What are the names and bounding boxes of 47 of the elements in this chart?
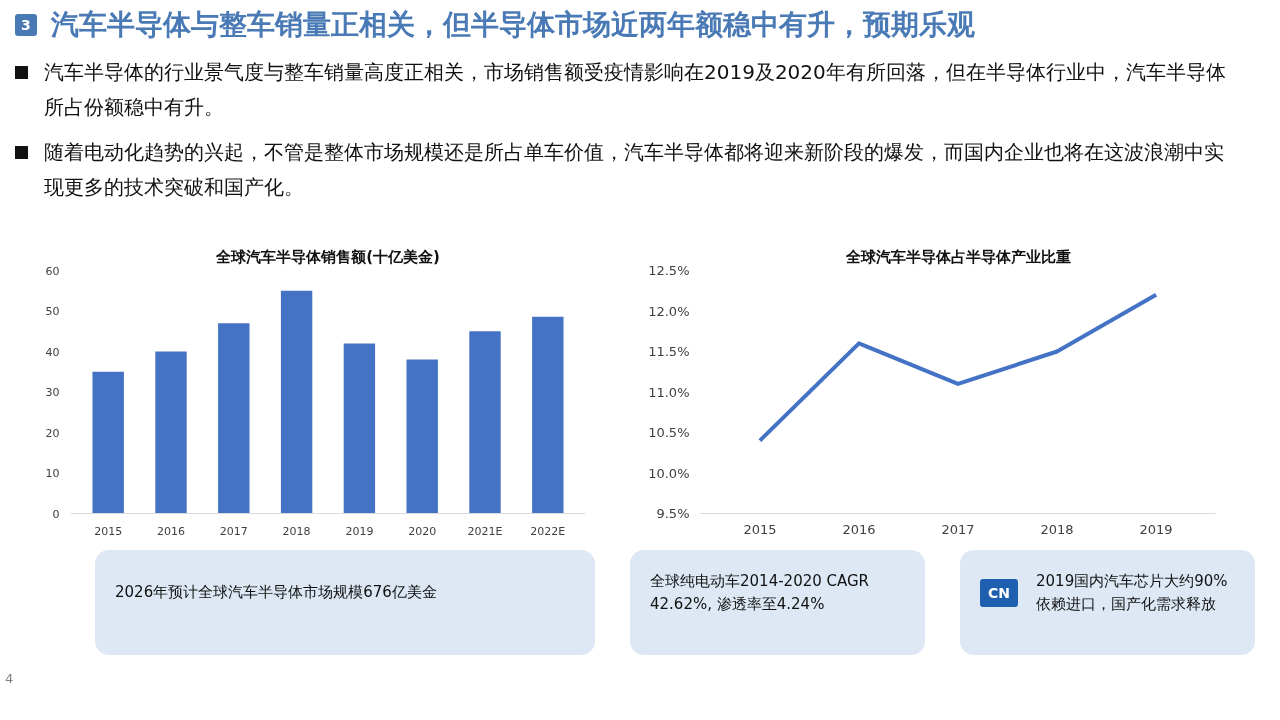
x-tick-label: 2021E [467, 524, 503, 538]
bar [532, 316, 564, 514]
y-tick-label: 12.0% [648, 303, 690, 319]
text: 2026年预计全球汽车半导体市场规模676亿美金 [115, 582, 437, 604]
x-tick-label: 2018 [282, 524, 311, 538]
chart-title: 全球汽车半导体占半导体产业比重 [844, 247, 1071, 266]
bar [280, 290, 313, 514]
y-tick-label: 20 [45, 426, 60, 440]
y-tick-label: 9.5% [656, 506, 690, 521]
x-tick-label: 2016 [842, 521, 876, 537]
y-tick-label: 11.0% [648, 384, 690, 400]
chart-title: 全球汽车半导体销售额(十亿美金) [215, 247, 440, 266]
y-tick-label: 12.5% [648, 263, 690, 278]
y-tick-label: 10 [45, 467, 60, 480]
bar [343, 343, 376, 514]
bar [92, 371, 124, 514]
x-tick-label: 2018 [1040, 521, 1074, 537]
x-tick-label: 2019 [1139, 521, 1173, 537]
bar [155, 351, 187, 514]
text: 汽车半导体的行业景气度与整车销量高度正相关，市场销售额受疫情影响在2019及2020年有所回落，但在半导体行业中，汽车半导体所占份额稳中有升。 [44, 59, 1227, 121]
text: 3 [15, 14, 37, 36]
y-tick-label: 0 [52, 507, 60, 521]
text: 随着电动化趋势的兴起，不管是整体市场规模还是所占单车价值，汽车半导体都将迎来新阶段的爆发，而国内企业也将在这波浪潮中实现更多的技术突破和国产化。 [44, 139, 1225, 201]
text: 汽车半导体与整车销量正相关，但半导体市场近两年额稳中有升，预期乐观 [50, 7, 975, 43]
text: 全球纯电动车2014-2020 CAGR 42.62%, 渗透率至4.24% [650, 571, 871, 615]
text: 2019国内汽车芯片大约90%依赖进口，国产化需求释放 [1036, 571, 1229, 615]
x-tick-label: 2022E [530, 524, 566, 538]
y-tick-label: 30 [45, 386, 60, 399]
y-tick-label: 40 [45, 345, 60, 359]
text: CN [980, 578, 1018, 607]
y-tick-label: 10.0% [648, 465, 690, 481]
x-tick-label: 2017 [219, 524, 248, 538]
y-tick-label: 10.5% [648, 425, 690, 440]
x-tick-label: 2015 [743, 521, 777, 537]
bar [406, 359, 438, 514]
x-tick-label: 2015 [94, 524, 123, 538]
y-tick-label: 60 [45, 264, 60, 278]
x-tick-label: 2017 [941, 521, 975, 537]
text: 4 [5, 670, 14, 688]
y-tick-label: 50 [45, 305, 60, 318]
y-tick-label: 11.5% [648, 344, 690, 359]
x-tick-label: 2016 [156, 524, 185, 538]
x-tick-label: 2020 [408, 524, 437, 538]
bar [469, 331, 501, 514]
x-tick-label: 2019 [345, 524, 374, 538]
bar [218, 323, 250, 514]
line-series [757, 292, 1159, 443]
